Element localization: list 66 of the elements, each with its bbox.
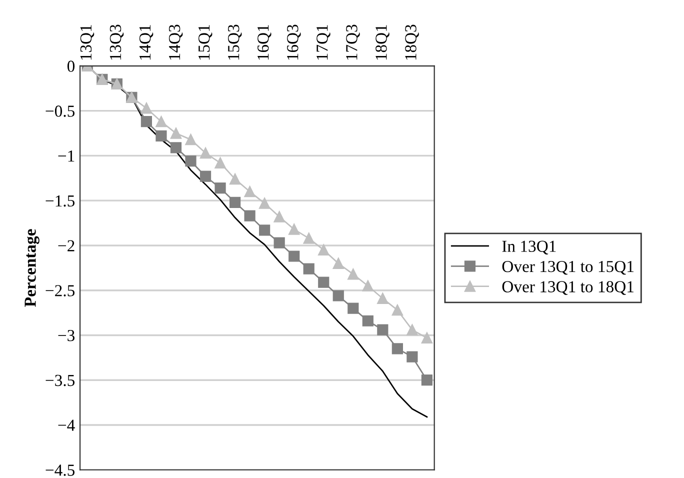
point (392, 343, 403, 354)
x-tick-label: 13Q1 (80, 25, 94, 60)
point (288, 250, 300, 262)
x-tick-label: 13Q3 (110, 24, 124, 60)
y-tick-label: −4.5 (46, 464, 75, 476)
point (348, 302, 359, 314)
x-tick-label: 17Q3 (346, 24, 360, 60)
point (406, 351, 418, 362)
x-tick-label: 14Q3 (168, 24, 183, 60)
point (156, 116, 167, 128)
point (259, 198, 270, 209)
y-tick-label: −3.5 (46, 374, 75, 386)
x-tick-label: 18Q1 (376, 25, 390, 60)
point (200, 147, 212, 159)
point (244, 186, 256, 198)
y-tick-label: −1.5 (46, 195, 75, 207)
point (185, 134, 196, 146)
point (377, 292, 388, 304)
point (362, 315, 374, 326)
point (229, 196, 241, 208)
point (421, 332, 433, 344)
point (170, 142, 182, 154)
point (377, 324, 388, 336)
point (303, 232, 314, 244)
x-tick-label: 16Q1 (258, 25, 272, 60)
point (200, 170, 212, 182)
point (303, 263, 314, 274)
legend-label: In 13Q1 (502, 240, 556, 254)
point (229, 174, 241, 185)
point (362, 280, 374, 292)
x-tick-label: 15Q3 (228, 24, 242, 60)
point (348, 268, 359, 280)
y-tick-label: −1 (58, 150, 74, 162)
point (274, 237, 285, 248)
y-tick-label: 0 (67, 60, 75, 72)
point (140, 102, 152, 114)
point (244, 210, 256, 222)
legend-label: Over 13Q1 to 18Q1 (502, 281, 634, 295)
point (318, 244, 330, 256)
point (140, 116, 152, 128)
point (274, 211, 285, 222)
x-tick-label: 15Q1 (198, 25, 212, 60)
point (318, 276, 330, 288)
point (259, 224, 270, 236)
point (332, 258, 344, 269)
y-tick-label: −4 (58, 420, 75, 431)
point (406, 324, 418, 336)
y-axis-title: Percentage (24, 229, 40, 307)
x-tick-label: 18Q3 (405, 24, 419, 60)
y-tick-label: −0.5 (46, 106, 75, 117)
point (332, 290, 344, 302)
x-tick-label: 14Q1 (139, 25, 154, 60)
point (214, 182, 226, 194)
point (214, 157, 226, 168)
point (156, 130, 167, 142)
x-tick-label: 16Q3 (287, 24, 301, 60)
point (392, 304, 403, 316)
point (288, 224, 300, 235)
y-tick-label: −2 (58, 240, 74, 252)
point (421, 374, 433, 386)
legend-label: Over 13Q1 to 15Q1 (502, 260, 634, 275)
y-tick-label: −3 (58, 330, 75, 342)
y-tick-label: −2.5 (46, 285, 75, 296)
point (170, 128, 182, 139)
point (185, 156, 196, 167)
x-tick-label: 17Q1 (316, 25, 330, 60)
